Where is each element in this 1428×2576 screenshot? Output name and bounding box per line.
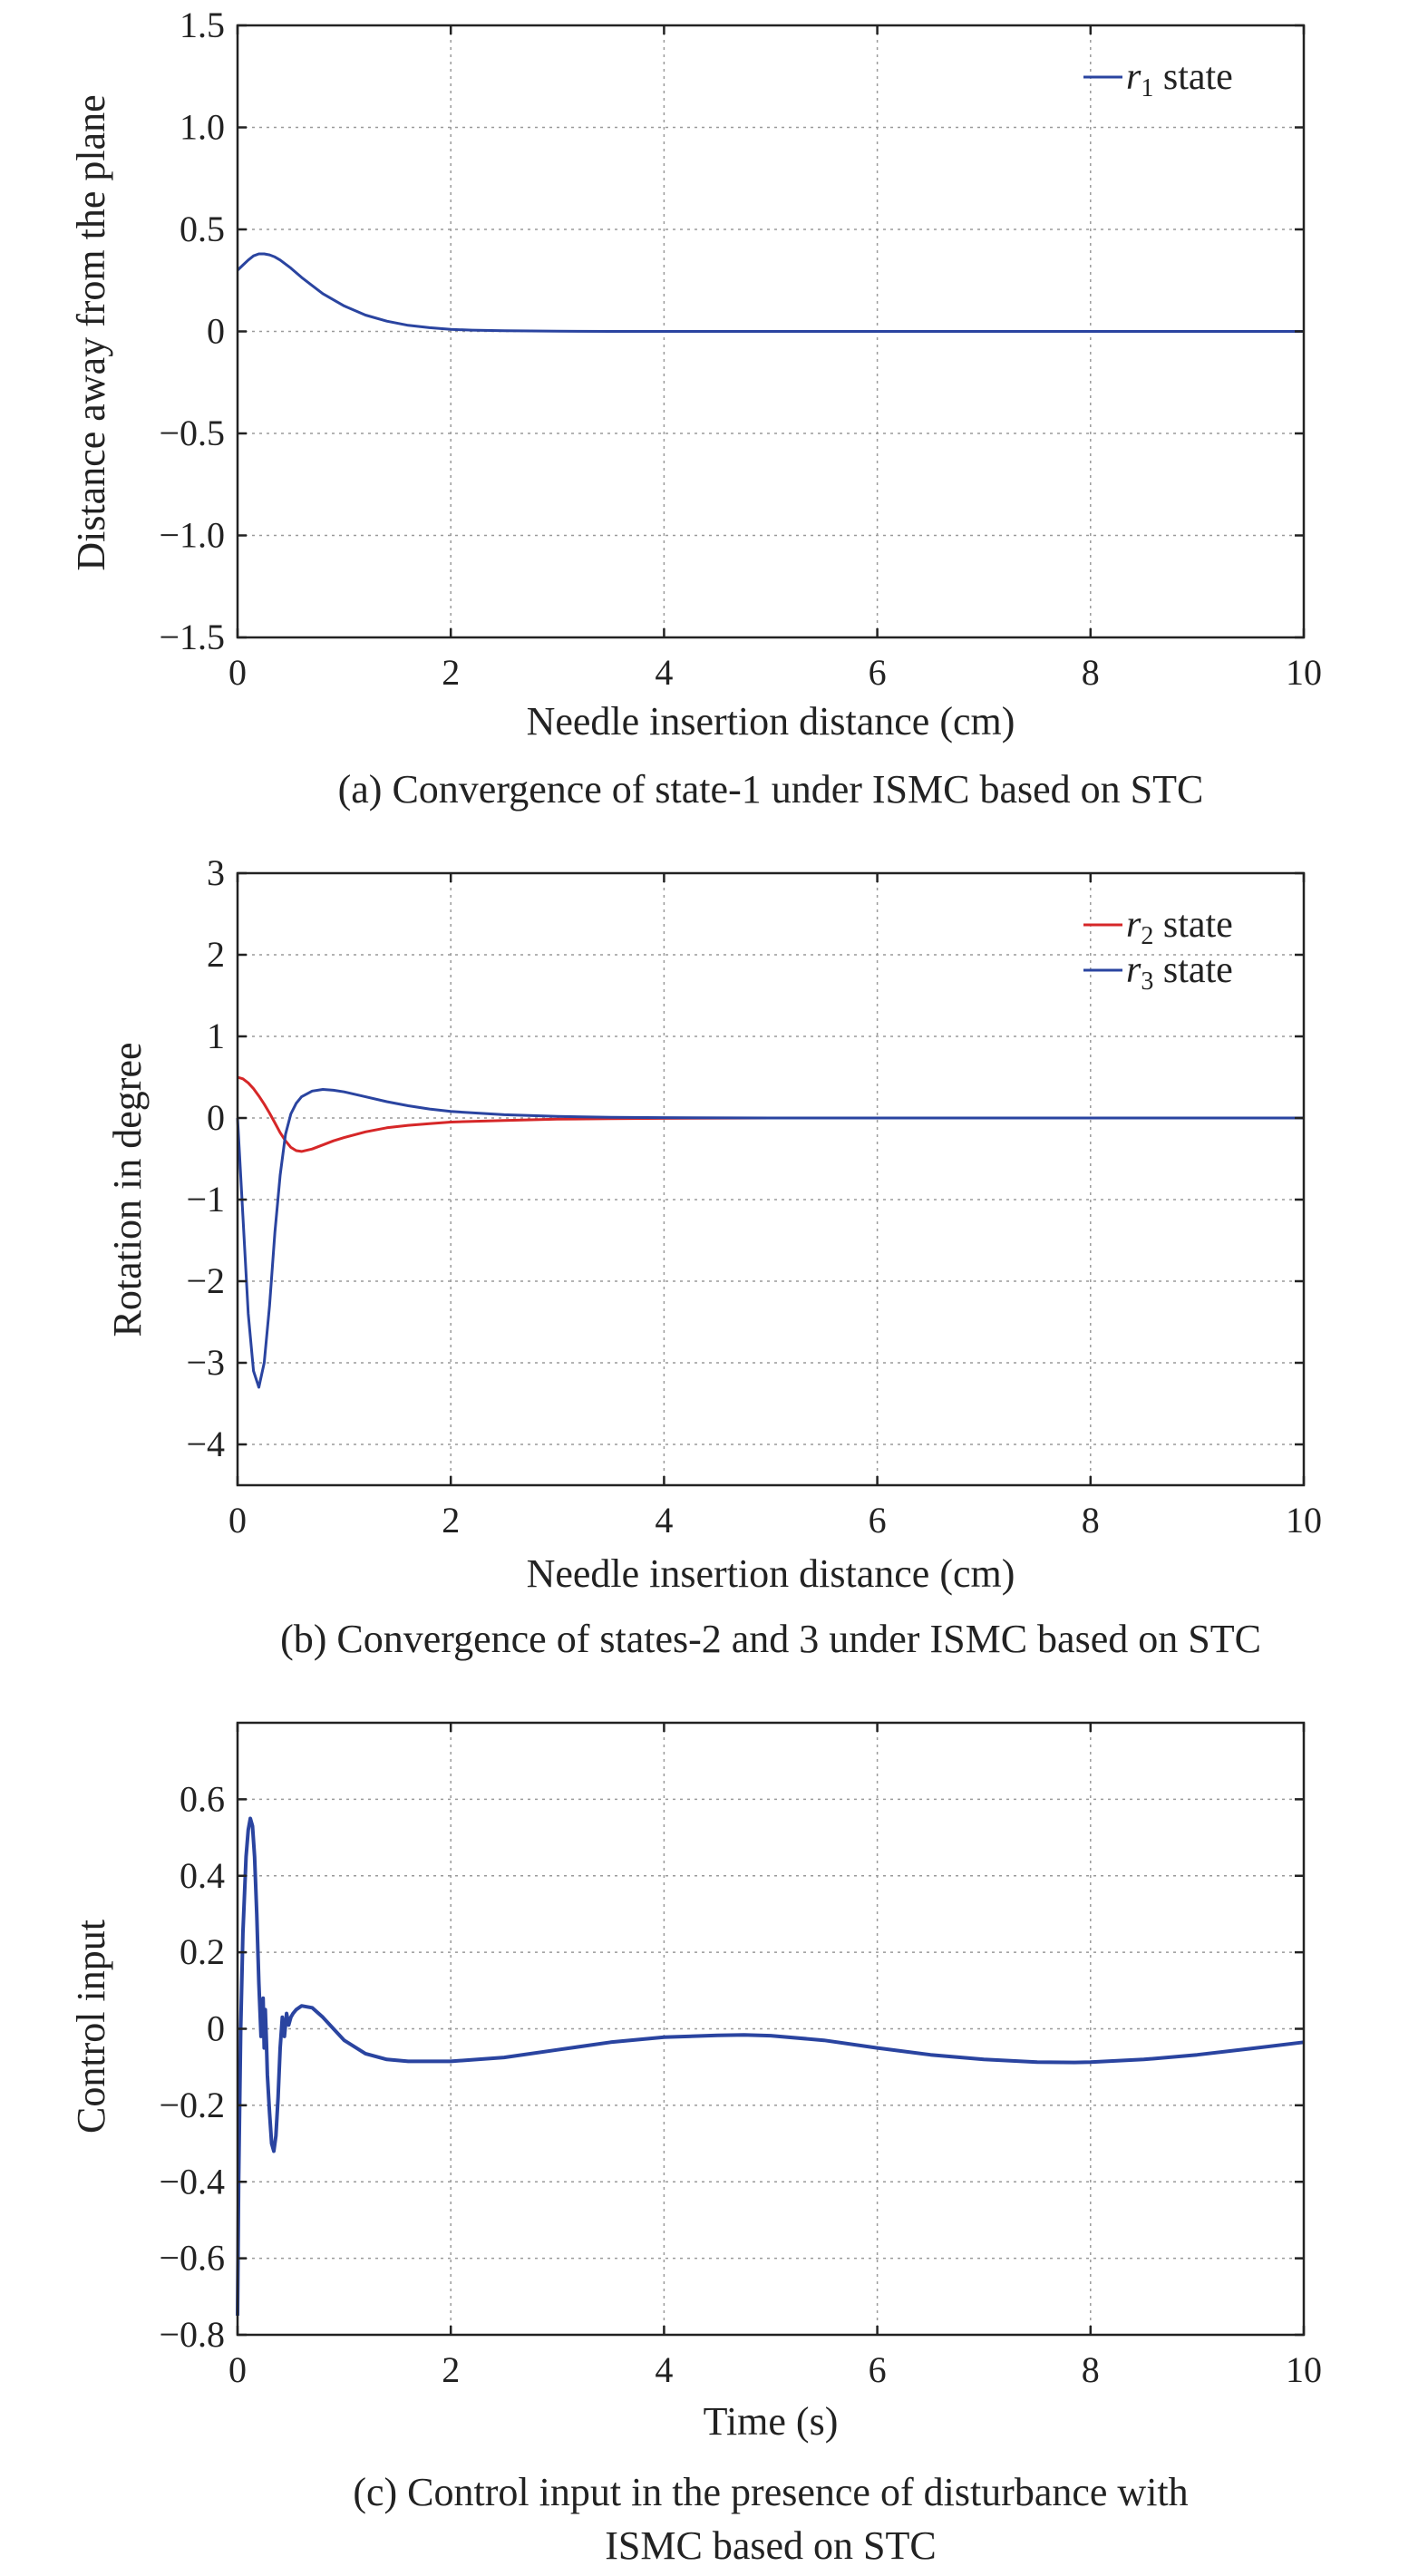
x-tick-label: 10 [1286, 2349, 1322, 2390]
y-tick-label: −1.5 [159, 617, 225, 657]
y-tick-label: 1.0 [180, 107, 225, 148]
panel-b-ylabel: Rotation in degree [105, 1042, 150, 1337]
y-tick-label: −3 [186, 1342, 225, 1383]
y-tick-label: 1 [207, 1016, 225, 1056]
series-line-1 [236, 252, 1304, 333]
panel-c: 0 2 4 6 8 10 0.6 0.4 0.2 0 −0.2 −0.4 −0.6 −0.8 Time (… [69, 1721, 1322, 2568]
panel-c-series [236, 1816, 1305, 2316]
x-tick-label: 0 [228, 652, 247, 693]
x-tick-label: 4 [655, 2349, 673, 2390]
y-tick-label: −4 [186, 1424, 225, 1464]
panel-c-ticks: 0 2 4 6 8 10 0.6 0.4 0.2 0 −0.2 −0.4 −0.6 −0.8 [159, 1723, 1322, 2390]
y-tick-label: 0.2 [180, 1931, 225, 1972]
legend-label-r2: r2 state [1126, 904, 1233, 950]
x-tick-label: 6 [869, 652, 887, 693]
series-line-1 [237, 1075, 1304, 1153]
x-tick-label: 10 [1286, 1500, 1322, 1541]
y-tick-label: 0.5 [180, 209, 225, 249]
panel-a-ticks: 0 2 4 6 8 10 1.5 1.0 0.5 0 −0.5 −1.0 −1.5 [159, 5, 1322, 693]
x-tick-label: 8 [1082, 2349, 1100, 2390]
panel-c-grid [238, 1723, 1304, 2335]
y-tick-label: 1.5 [180, 5, 225, 45]
y-tick-label: −1 [186, 1179, 225, 1220]
x-tick-label: 2 [442, 652, 460, 693]
panel-a-series [236, 252, 1304, 333]
y-tick-label: 0.6 [180, 1778, 225, 1819]
y-tick-label: −0.5 [159, 413, 225, 453]
x-tick-label: 4 [655, 1500, 673, 1541]
y-tick-label: −0.6 [159, 2238, 225, 2279]
legend-label-r3: r3 state [1126, 949, 1233, 996]
x-tick-label: 2 [442, 1500, 460, 1541]
panel-b-grid [238, 873, 1304, 1485]
series-line-1 [236, 1816, 1305, 2316]
x-tick-label: 0 [228, 2349, 247, 2390]
x-tick-label: 0 [228, 1500, 247, 1541]
x-tick-label: 6 [869, 1500, 887, 1541]
legend-label-r1: r1 state [1126, 56, 1233, 102]
x-tick-label: 10 [1286, 652, 1322, 693]
y-tick-label: −0.4 [159, 2161, 225, 2202]
panel-b-legend: r2 state r3 state [1083, 904, 1233, 996]
y-tick-label: 0 [207, 1097, 225, 1138]
y-tick-label: 0.4 [180, 1855, 225, 1896]
x-tick-label: 6 [869, 2349, 887, 2390]
y-tick-label: 2 [207, 934, 225, 975]
panel-c-ylabel: Control input [69, 1920, 113, 2134]
panel-b-series [236, 1075, 1304, 1389]
panel-b-frame [236, 871, 1306, 1487]
y-tick-label: −1.0 [159, 515, 225, 556]
series-line-2 [236, 1088, 1304, 1389]
panel-a: 0 2 4 6 8 10 1.5 1.0 0.5 0 −0.5 −1.0 −1.5 Needle ins… [69, 5, 1322, 812]
panel-c-xlabel: Time (s) [704, 2399, 839, 2444]
x-tick-label: 8 [1082, 652, 1100, 693]
panel-b-xlabel: Needle insertion distance (cm) [527, 1551, 1015, 1596]
panel-a-ylabel: Distance away from the plane [69, 94, 113, 570]
x-tick-label: 8 [1082, 1500, 1100, 1541]
panel-a-xlabel: Needle insertion distance (cm) [527, 699, 1015, 744]
panel-a-legend: r1 state [1083, 56, 1233, 102]
panel-c-caption-line-1: (c) Control input in the presence of dis… [353, 2470, 1188, 2514]
y-tick-label: −2 [186, 1260, 225, 1301]
panel-b-caption: (b) Convergence of states-2 and 3 under … [280, 1617, 1261, 1661]
x-tick-label: 2 [442, 2349, 460, 2390]
x-tick-label: 4 [655, 652, 673, 693]
y-tick-label: 3 [207, 852, 225, 893]
y-tick-label: −0.8 [159, 2314, 225, 2355]
y-tick-label: 0 [207, 2008, 225, 2049]
panel-a-caption: (a) Convergence of state-1 under ISMC ba… [338, 767, 1204, 812]
panel-c-caption-line-2: ISMC based on STC [605, 2523, 936, 2568]
y-tick-label: 0 [207, 311, 225, 352]
y-tick-label: −0.2 [159, 2085, 225, 2125]
